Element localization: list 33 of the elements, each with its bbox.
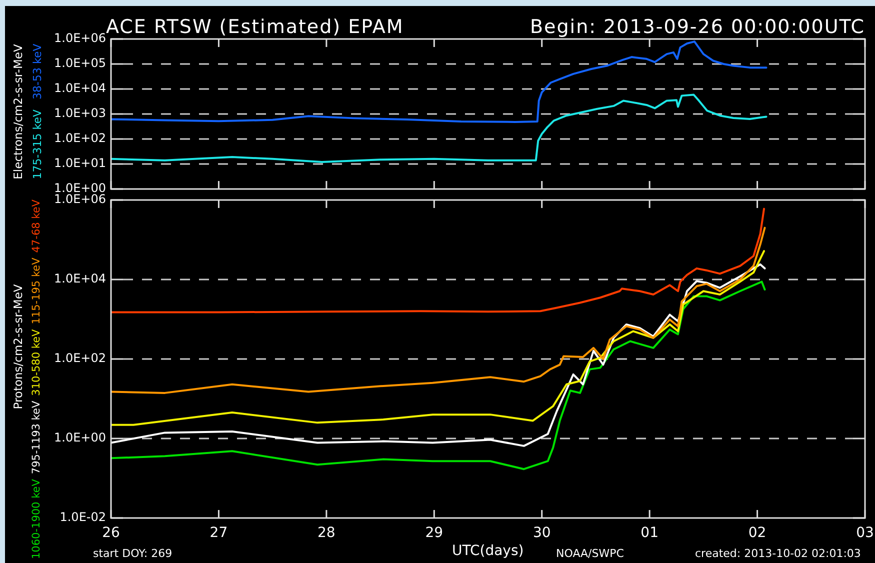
y-tick-label: 1.0E+05: [54, 56, 106, 70]
text: created: 2013-10-02 02:01:03: [695, 547, 861, 560]
text: 175-315 keV: [30, 109, 44, 179]
x-tick-label: 01: [640, 525, 658, 542]
y-axis-title: Electrons/cm2-s-sr-MeV: [10, 44, 24, 180]
y-tick-label: 1.0E+00: [54, 430, 106, 445]
x-tick-label: 27: [210, 525, 228, 542]
y-tick-label: 1.0E+02: [54, 351, 106, 366]
y-tick-label: 1.0E+01: [54, 156, 106, 170]
y-tick-label: 1.0E+03: [54, 106, 106, 120]
text: 310-580 keV: [30, 328, 42, 396]
y-axis-title: Protons/cm2-s-sr-MeV: [10, 284, 24, 410]
x-tick-label: 30: [532, 525, 551, 542]
chart-title: ACE RTSW (Estimated) EPAM: [106, 16, 404, 38]
text: 38-53 keV: [30, 43, 44, 99]
text: 115-195 keV: [30, 257, 42, 324]
x-axis-title: UTC(days): [452, 543, 524, 559]
y-tick-label: 1.0E+06: [54, 31, 106, 46]
text: 1060-1900 keV: [30, 478, 42, 558]
y-tick-label: 1.0E+02: [54, 131, 106, 146]
y-tick-label: 1.0E-02: [60, 510, 106, 524]
chart-subtitle: Begin: 2013-09-26 00:00:00UTC: [530, 16, 866, 38]
y-tick-label: 1.0E+04: [54, 272, 106, 286]
x-tick-label: 26: [102, 525, 120, 542]
x-tick-label: 02: [748, 525, 766, 542]
text: 795-1193 keV: [30, 400, 42, 474]
text: 47-68 keV: [30, 199, 42, 252]
x-tick-label: 03: [856, 525, 874, 542]
text: NOAA/SWPC: [556, 547, 624, 560]
x-tick-label: 28: [318, 525, 336, 542]
y-tick-label: 1.0E+04: [54, 81, 106, 96]
text: start DOY: 269: [93, 547, 172, 560]
x-tick-label: 29: [425, 525, 444, 542]
